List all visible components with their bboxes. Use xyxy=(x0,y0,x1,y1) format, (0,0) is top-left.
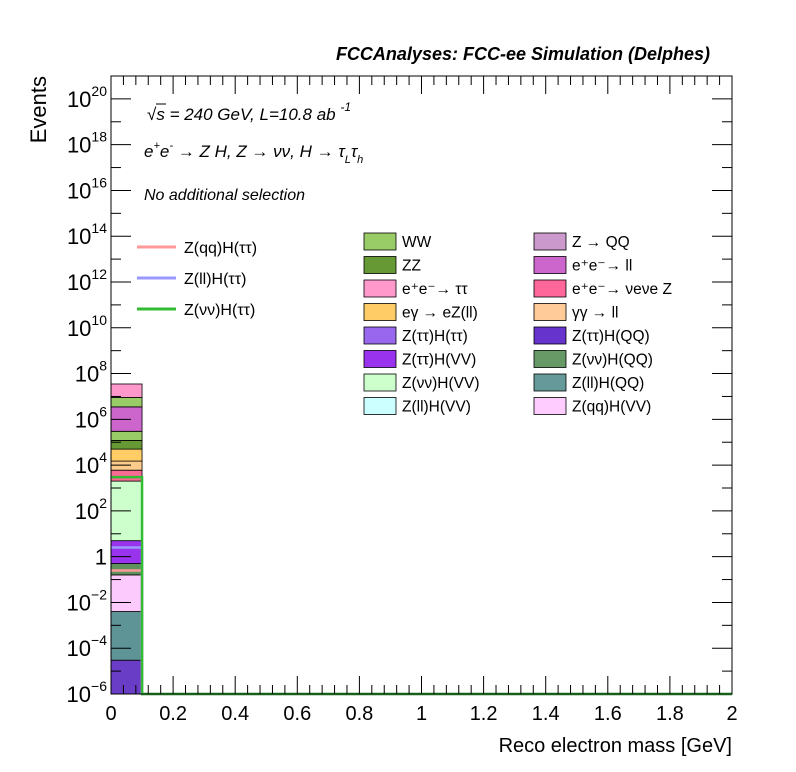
y-axis-ticks: 10−6 10−4 10−2 1 102 104 106 108 1010 1012 1014 101… xyxy=(67,83,732,707)
stack-bar-12 xyxy=(110,397,143,408)
y-tick-label-4: 102 xyxy=(75,495,107,524)
legend-swatch-7 xyxy=(533,303,567,321)
chart-header: FCCAnalyses: FCC-ee Simulation (Delphes) xyxy=(336,44,710,64)
legend-bg-label-14: Z(ll)H(VV) xyxy=(402,399,471,416)
legend-bg-label-3: e⁺e⁻→ ll xyxy=(572,258,632,275)
legend-signal-label-2: Z(νν)H(ττ) xyxy=(184,302,255,319)
info-line-process: e+e- → Z H, Z → νν, H → τLτh xyxy=(144,140,363,166)
y-tick-label-8: 1010 xyxy=(67,312,107,341)
x-tick-label-0: 0 xyxy=(105,703,116,725)
legend-bg-label-0: WW xyxy=(402,234,432,251)
stack-bar-1 xyxy=(110,611,143,661)
x-tick-label-4: 0.8 xyxy=(345,703,373,725)
legend-bg-label-10: Z(ττ)H(VV) xyxy=(402,352,476,369)
legend: Z(qq)H(ττ) Z(ll)H(ττ) Z(νν)H(ττ) WW Z → QQ ZZ… xyxy=(137,232,672,416)
y-tick-label-12: 1018 xyxy=(67,129,107,158)
stack-bar-8 xyxy=(110,448,143,462)
y-tick-label-9: 1012 xyxy=(67,266,107,295)
stack-bar-7 xyxy=(110,460,143,471)
stack-bar-9 xyxy=(110,440,143,450)
legend-bg-label-13: Z(ll)H(QQ) xyxy=(572,375,644,392)
legend-swatch-12 xyxy=(363,373,397,392)
legend-swatch-14 xyxy=(363,397,397,415)
legend-bg-label-11: Z(νν)H(QQ) xyxy=(572,352,653,369)
y-tick-label-2: 10−2 xyxy=(67,586,108,615)
y-tick-label-10: 1014 xyxy=(67,220,107,249)
legend-bg-label-6: eγ → eZ(ll) xyxy=(402,305,478,322)
legend-swatch-2 xyxy=(363,256,397,274)
info-line-energy: √s = 240 GeV, L=10.8 ab -1 xyxy=(147,100,351,124)
legend-signal-label-1: Z(ll)H(ττ) xyxy=(184,271,246,288)
x-tick-label-2: 0.4 xyxy=(221,703,249,725)
legend-bg-label-8: Z(ττ)H(ττ) xyxy=(402,328,468,345)
y-tick-label-7: 108 xyxy=(75,358,107,387)
x-tick-label-8: 1.6 xyxy=(594,703,622,725)
legend-swatch-9 xyxy=(533,326,567,345)
x-axis-ticks: 0 0.2 0.4 0.6 0.8 1 1.2 1.4 1.6 1.8 2 xyxy=(105,76,738,725)
legend-swatch-11 xyxy=(533,350,567,368)
stack-bar-13 xyxy=(110,383,143,398)
legend-swatch-3 xyxy=(533,256,567,274)
legend-swatch-6 xyxy=(363,303,397,321)
info-text-group: √s = 240 GeV, L=10.8 ab -1 e+e- → Z H, Z … xyxy=(144,100,363,204)
legend-swatch-13 xyxy=(533,373,567,392)
legend-bg-label-12: Z(νν)H(VV) xyxy=(402,375,480,392)
legend-swatch-4 xyxy=(363,279,397,298)
x-axis-label: Reco electron mass [GeV] xyxy=(499,735,732,757)
stacked-histogram xyxy=(110,383,143,695)
stack-bar-10 xyxy=(110,430,143,441)
legend-signal-label-0: Z(qq)H(ττ) xyxy=(184,240,257,257)
legend-bg-label-9: Z(ττ)H(QQ) xyxy=(572,328,650,345)
y-tick-label-3: 1 xyxy=(95,545,107,570)
info-line-selection: No additional selection xyxy=(144,187,305,204)
x-tick-label-7: 1.4 xyxy=(532,703,560,725)
stack-bar-4 xyxy=(110,540,143,564)
y-tick-label-1: 10−4 xyxy=(67,632,108,661)
legend-swatch-0 xyxy=(363,232,397,251)
legend-bg-label-15: Z(qq)H(VV) xyxy=(572,399,651,416)
legend-bg-label-2: ZZ xyxy=(402,258,421,275)
y-tick-label-6: 106 xyxy=(75,403,107,432)
x-tick-label-3: 0.6 xyxy=(283,703,311,725)
legend-swatch-10 xyxy=(363,350,397,368)
legend-bg-label-1: Z → QQ xyxy=(572,234,630,251)
x-tick-label-6: 1.2 xyxy=(470,703,498,725)
y-tick-label-5: 104 xyxy=(75,449,107,478)
stack-bar-2 xyxy=(110,574,143,612)
legend-swatch-5 xyxy=(533,279,567,298)
stack-bar-6 xyxy=(110,469,143,482)
y-tick-label-0: 10−6 xyxy=(67,678,108,707)
stack-bar-0 xyxy=(110,659,143,695)
legend-bg-label-4: e⁺e⁻→ ττ xyxy=(402,281,468,298)
legend-swatch-8 xyxy=(363,326,397,345)
x-tick-label-10: 2 xyxy=(726,703,737,725)
y-tick-label-11: 1016 xyxy=(67,174,107,203)
x-tick-label-1: 0.2 xyxy=(159,703,187,725)
y-axis-label: Events xyxy=(26,76,51,143)
legend-bg-label-5: e⁺e⁻→ νeνe Z xyxy=(572,281,672,298)
x-tick-label-5: 1 xyxy=(416,703,427,725)
legend-swatch-1 xyxy=(533,232,567,251)
legend-bg-label-7: γγ → ll xyxy=(572,305,619,322)
y-tick-label-13: 1020 xyxy=(67,83,107,112)
x-tick-label-9: 1.8 xyxy=(656,703,684,725)
legend-swatch-15 xyxy=(533,397,567,415)
